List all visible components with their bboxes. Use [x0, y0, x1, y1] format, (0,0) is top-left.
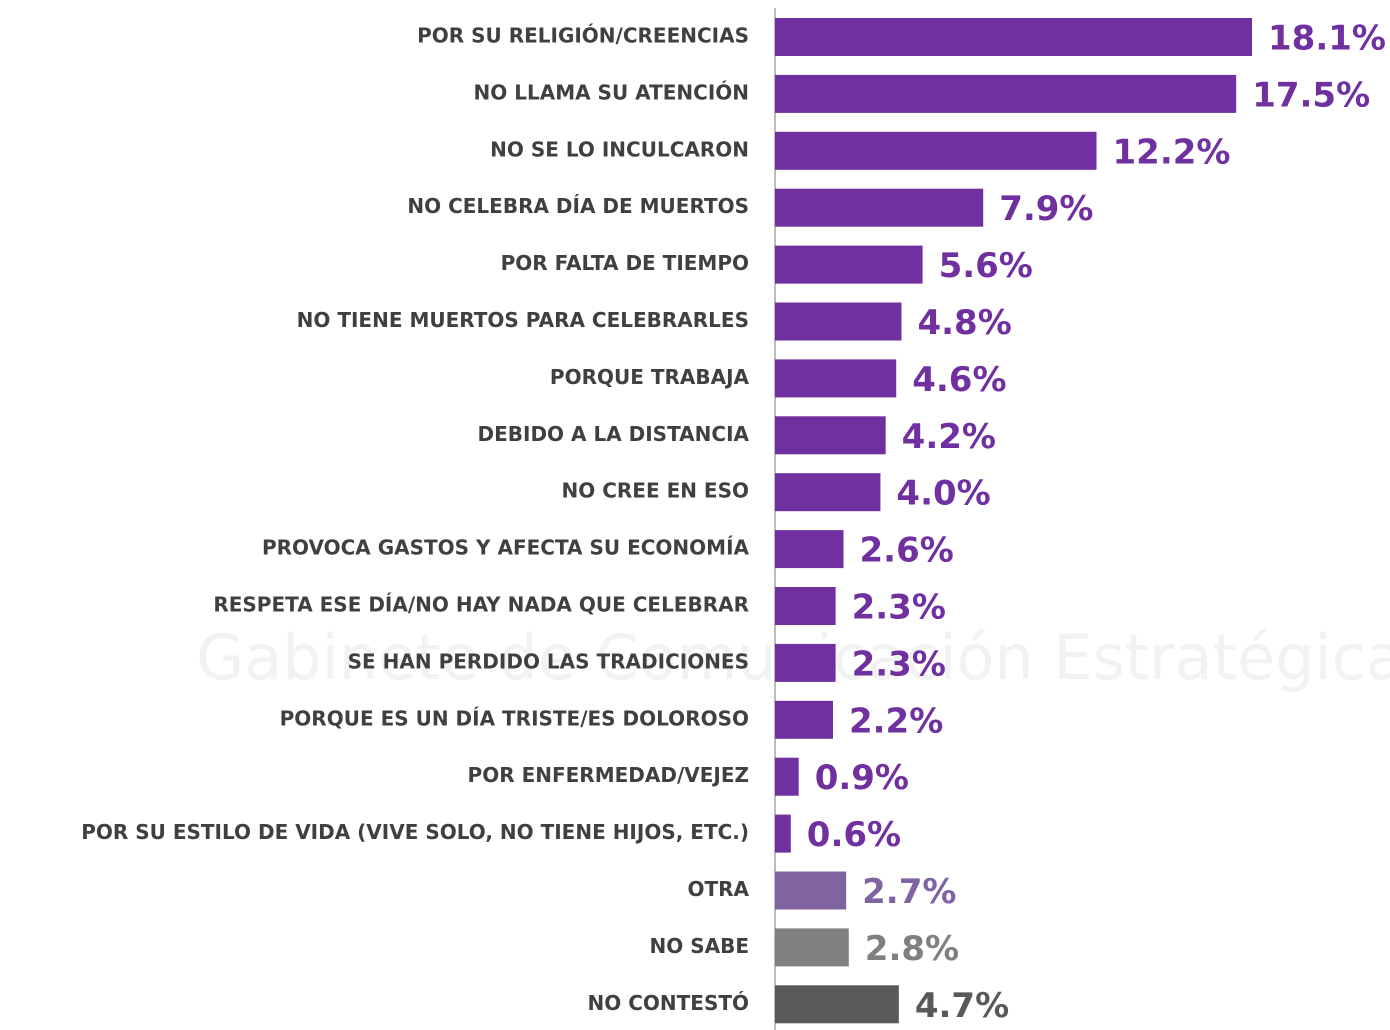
value-label: 2.2% [849, 701, 943, 741]
value-label: 2.6% [860, 531, 954, 571]
category-label: NO CELEBRA DÍA DE MUERTOS [407, 194, 749, 218]
value-label: 7.9% [999, 189, 1093, 229]
category-label: RESPETA ESE DÍA/NO HAY NADA QUE CELEBRAR [213, 593, 749, 617]
value-label: 4.2% [902, 417, 996, 457]
value-label: 2.3% [852, 644, 946, 684]
value-label: 17.5% [1252, 75, 1370, 115]
bar [775, 985, 899, 1024]
value-label: 0.9% [815, 758, 909, 798]
value-label: 0.6% [807, 815, 901, 855]
bar [775, 416, 886, 455]
bar [775, 643, 836, 682]
bar [775, 530, 844, 569]
category-label: POR SU ESTILO DE VIDA (VIVE SOLO, NO TIE… [81, 820, 749, 844]
category-label: NO CONTESTÓ [588, 991, 749, 1015]
value-label: 4.6% [912, 360, 1006, 400]
value-label: 5.6% [939, 246, 1033, 286]
value-label: 4.8% [917, 303, 1011, 343]
category-label: DEBIDO A LA DISTANCIA [478, 422, 750, 446]
bar [775, 359, 897, 398]
value-label: 2.3% [852, 588, 946, 628]
bar [775, 131, 1097, 170]
bar [775, 814, 791, 853]
category-label: NO SE LO INCULCARON [490, 137, 749, 161]
bar [775, 871, 847, 910]
value-label: 2.8% [865, 929, 959, 969]
category-label: SE HAN PERDIDO LAS TRADICIONES [348, 649, 749, 673]
value-label: 2.7% [862, 872, 956, 912]
value-label: 4.7% [915, 986, 1009, 1026]
bar [775, 18, 1252, 56]
value-label: 12.2% [1113, 132, 1231, 172]
bar [775, 700, 833, 739]
bar [775, 74, 1237, 113]
bar [775, 757, 799, 796]
category-label: POR ENFERMEDAD/VEJEZ [468, 763, 749, 787]
value-label: 4.0% [896, 474, 990, 514]
category-label: NO SABE [650, 934, 750, 958]
bar [775, 302, 902, 341]
category-label: PORQUE TRABAJA [550, 365, 750, 389]
bar [775, 188, 984, 227]
category-label: OTRA [687, 877, 749, 901]
category-label: NO TIENE MUERTOS PARA CELEBRARLES [297, 308, 749, 332]
category-label: NO CREE EN ESO [562, 479, 750, 503]
bar [775, 473, 881, 512]
bar [775, 245, 923, 284]
category-label: POR FALTA DE TIEMPO [501, 251, 749, 275]
category-label: PORQUE ES UN DÍA TRISTE/ES DOLOROSO [280, 706, 749, 730]
bar [775, 587, 836, 625]
value-label: 18.1% [1268, 19, 1386, 59]
category-label: POR SU RELIGIÓN/CREENCIAS [417, 24, 749, 48]
category-label: PROVOCA GASTOS Y AFECTA SU ECONOMÍA [262, 536, 750, 560]
bar [775, 928, 849, 967]
category-label: NO LLAMA SU ATENCIÓN [474, 80, 749, 104]
